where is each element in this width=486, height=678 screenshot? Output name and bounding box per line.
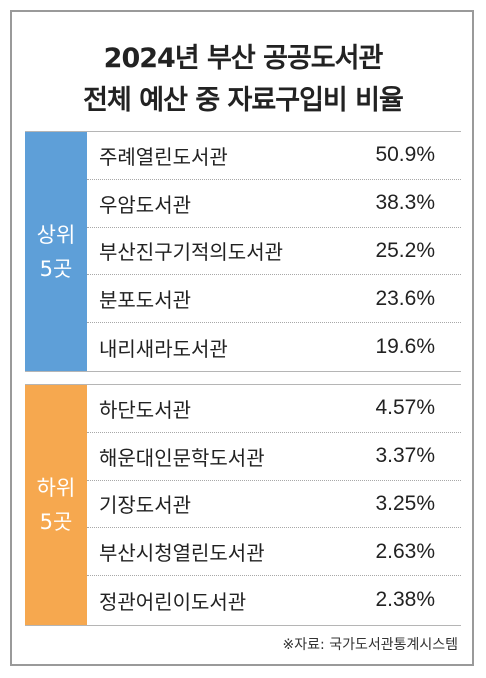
list-item: 부산시청열린도서관 2.63% [87,528,461,577]
ratio-value: 23.6% [375,286,435,310]
title-line-1: 2024년 부산 공공도서관 [103,43,384,74]
top5-band: 상위 5곳 [25,132,87,371]
bottom5-section: 하위 5곳 하단도서관 4.57% 해운대인문학도서관 3.37% 기장도서관 … [25,384,461,626]
library-name: 내리새라도서관 [99,336,228,361]
list-item: 정관어린이도서관 2.38% [87,576,461,624]
ratio-value: 25.2% [375,238,435,262]
ratio-value: 4.57% [375,396,435,420]
source-note: ※자료: 국가도서관통계시스템 [282,637,458,653]
top5-label-line2: 5곳 [39,256,73,281]
ratio-value: 38.3% [375,191,435,215]
ratio-value: 2.63% [375,539,435,563]
ratio-value: 3.25% [375,491,435,515]
library-name: 우암도서관 [99,192,191,217]
ratio-value: 19.6% [375,335,435,359]
top5-label-line1: 상위 [36,222,76,247]
list-item: 부산진구기적의도서관 25.2% [87,228,461,276]
library-name: 부산시청열린도서관 [99,541,265,566]
list-item: 하단도서관 4.57% [87,385,461,433]
bottom5-band: 하위 5곳 [25,385,87,625]
library-name: 주례열린도서관 [99,144,228,169]
library-name: 기장도서관 [99,493,191,518]
bottom5-label-line1: 하위 [36,476,76,500]
top5-section: 상위 5곳 주례열린도서관 50.9% 우암도서관 38.3% 부산진구기적의도… [25,131,461,372]
infographic-frame [10,10,474,666]
list-item: 주례열린도서관 50.9% [87,132,461,180]
top5-list: 주례열린도서관 50.9% 우암도서관 38.3% 부산진구기적의도서관 25.… [87,132,461,371]
bottom5-list: 하단도서관 4.57% 해운대인문학도서관 3.37% 기장도서관 3.25% … [87,385,461,625]
bottom5-label-line2: 5곳 [39,510,73,534]
library-name: 정관어린이도서관 [99,589,247,614]
library-name: 하단도서관 [99,397,191,422]
list-item: 기장도서관 3.25% [87,481,461,529]
ratio-value: 2.38% [375,588,435,612]
ratio-value: 3.37% [375,444,435,468]
list-item: 분포도서관 23.6% [87,275,461,324]
library-name: 부산진구기적의도서관 [99,240,283,265]
title-line-2: 전체 예산 중 자료구입비 비율 [83,85,404,116]
list-item: 해운대인문학도서관 3.37% [87,433,461,481]
list-item: 내리새라도서관 19.6% [87,323,461,371]
library-name: 분포도서관 [99,288,191,313]
list-item: 우암도서관 38.3% [87,180,461,228]
library-name: 해운대인문학도서관 [99,445,265,470]
ratio-value: 50.9% [375,143,435,167]
